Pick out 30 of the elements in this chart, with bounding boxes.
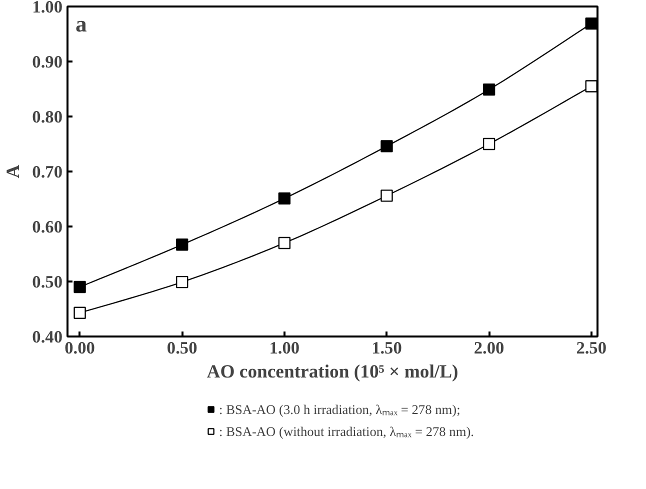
y-tick-label: 0.60 bbox=[32, 218, 63, 236]
legend-label: : BSA-AO (without irradiation, λₘₐₓ = 278 nm). bbox=[219, 423, 474, 440]
y-tick-label: 1.00 bbox=[32, 0, 63, 16]
point bbox=[278, 192, 291, 205]
legend-label: : BSA-AO (3.0 h irradiation, λₘₐₓ = 278 nm); bbox=[219, 401, 460, 418]
y-tick-label: 0.70 bbox=[32, 162, 63, 182]
point bbox=[74, 280, 86, 294]
point bbox=[176, 238, 188, 251]
y-tick-label: 0.40 bbox=[32, 328, 63, 346]
point bbox=[482, 83, 496, 96]
x-tick-label: 0.50 bbox=[166, 338, 198, 358]
point bbox=[74, 306, 86, 319]
x-axis-title: AO concentration (10⁵ × mol/L) bbox=[206, 362, 458, 382]
point bbox=[585, 17, 598, 30]
point bbox=[380, 140, 393, 152]
point bbox=[482, 138, 496, 150]
x-tick-label: 2.50 bbox=[576, 338, 607, 358]
y-tick-label: 0.90 bbox=[32, 52, 63, 72]
point bbox=[585, 80, 598, 92]
y-tick-label: 0.50 bbox=[32, 272, 63, 292]
y-axis-title: A bbox=[3, 164, 24, 178]
y-tick-label: 0.80 bbox=[32, 108, 63, 126]
x-tick-label: 1.00 bbox=[269, 338, 300, 358]
x-tick-label: 2.00 bbox=[474, 338, 504, 358]
annotation: a bbox=[76, 12, 87, 36]
x-tick-label: 1.50 bbox=[372, 338, 402, 358]
point bbox=[176, 276, 188, 288]
point bbox=[278, 236, 291, 250]
point bbox=[380, 190, 393, 202]
x-tick-label: 0.00 bbox=[64, 338, 95, 358]
